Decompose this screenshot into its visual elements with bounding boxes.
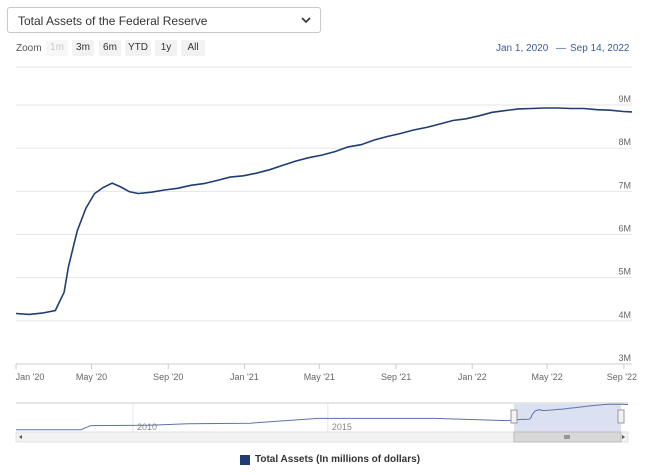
scroll-left-arrow-icon[interactable] [19,435,22,439]
grid-lines [16,66,632,365]
zoom-button-all[interactable]: All [181,40,205,56]
zoom-button-ytd[interactable]: YTD [125,40,151,56]
select-label: Total Assets of the Federal Reserve [18,14,208,28]
chevron-down-icon [301,17,311,24]
y-tick-label: 7M [618,180,631,190]
y-tick-label: 9M [618,94,631,104]
series-line-total-assets [15,107,633,316]
navigator-series-line [16,403,628,431]
x-tick-label: May '21 [304,372,335,382]
zoom-button-1m[interactable]: 1m [46,40,68,56]
range-separator: — [556,43,566,54]
chart-series-select[interactable]: Total Assets of the Federal Reserve [7,7,321,33]
legend-swatch [240,455,250,465]
y-tick-label: 8M [618,137,631,147]
x-tick-label: Jan '21 [230,372,259,382]
x-tick-label: May '20 [76,372,107,382]
zoom-button-3m[interactable]: 3m [72,40,94,56]
range-from-input[interactable]: Jan 1, 2020 [496,43,549,54]
legend-label[interactable]: Total Assets (In millions of dollars) [255,454,421,465]
x-tick-label: Sep '20 [153,372,183,382]
x-tick-label: Sep '21 [381,372,411,382]
zoom-label: Zoom [16,43,42,54]
zoom-button-1y[interactable]: 1y [155,40,177,56]
navigator: 201020152020 [15,402,629,443]
x-tick-label: May '22 [532,372,563,382]
x-axis: Jan '20 May '20 Sep '20 Jan '21 May '21 Sep '… [15,364,637,382]
scrollbar-track[interactable] [15,431,629,443]
navigator-tick-label: 2010 [137,422,157,432]
x-tick-label: Jan '22 [458,372,487,382]
x-tick-label: Jan '20 [16,372,45,382]
zoom-button-6m[interactable]: 6m [99,40,121,56]
navigator-tick-label: 2015 [332,422,352,432]
scrollbar-grip-icon [564,435,570,439]
y-tick-label: 6M [618,224,631,234]
scroll-right-arrow-icon[interactable] [622,435,625,439]
y-tick-label: 3M [618,353,631,363]
y-axis: 3M 4M 5M 6M 7M 8M 9M [618,94,631,363]
navigator-handle-left[interactable] [510,409,518,424]
navigator-handle-right[interactable] [617,409,625,424]
y-tick-label: 5M [618,267,631,277]
y-tick-label: 4M [618,310,631,320]
x-tick-label: Sep '22 [607,372,637,382]
range-to-input[interactable]: Sep 14, 2022 [570,43,630,54]
